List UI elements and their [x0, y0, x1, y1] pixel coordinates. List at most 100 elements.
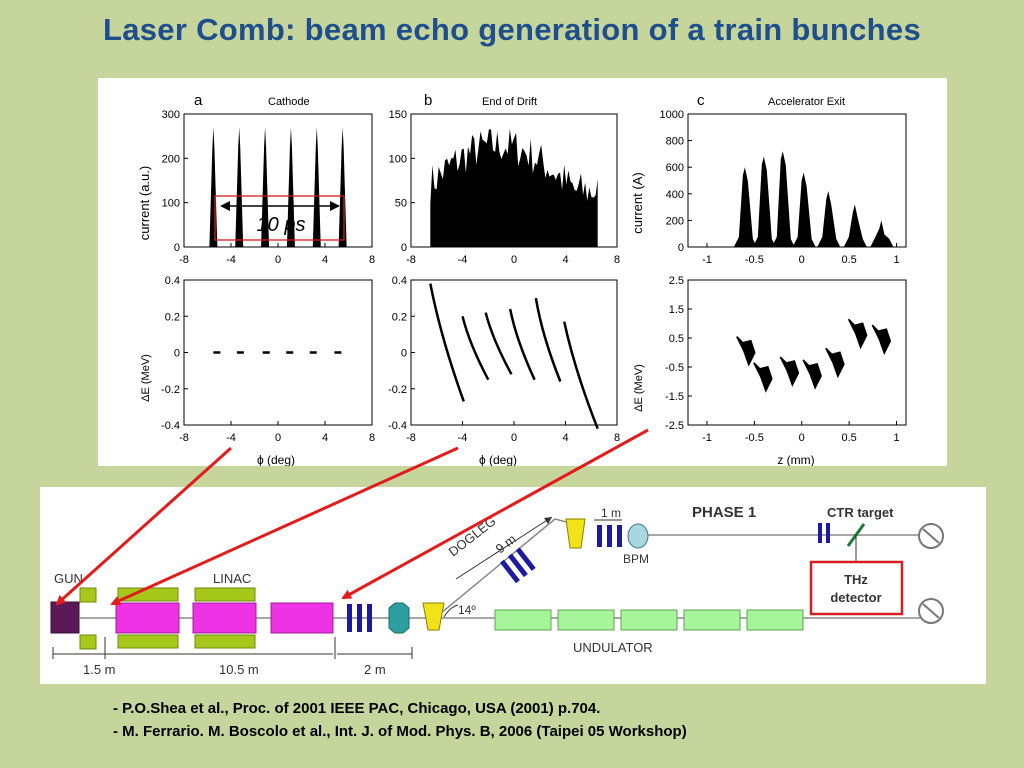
c-top-xtick-label: 1: [893, 254, 899, 266]
reference-1: - P.O.Shea et al., Proc. of 2001 IEEE PA…: [113, 700, 601, 717]
gun-solenoid-bottom: [79, 634, 97, 650]
a-top-ytick-label: 200: [162, 153, 180, 165]
c-bottom-xtick-label: -0.5: [745, 432, 764, 444]
beamline-schematic: GUN LINAC 14º DOGLEG 9 m 1 m BPM PHASE 1…: [40, 487, 986, 684]
a-top-ytick-label: 0: [174, 242, 180, 254]
panel-b-heading: End of Drift: [482, 96, 537, 108]
b-bottom-ytick-label: -0.2: [388, 384, 407, 396]
c-bottom-xtick-label: 0.5: [841, 432, 856, 444]
exit-phase-space-cluster-3: [802, 359, 822, 390]
c-bottom-xtick-label: 0: [799, 432, 805, 444]
c-bottom-ytick-label: 1.5: [669, 304, 684, 316]
a-bottom-xtick-label: 8: [369, 432, 375, 444]
c-top-ytick-label: 200: [666, 215, 684, 227]
a-bottom-ytick-label: -0.4: [161, 420, 180, 432]
b-bottom-xtick-label: 0: [511, 432, 517, 444]
b-bottom-xtick-label: 4: [562, 432, 568, 444]
exit-phase-space-cluster-1: [753, 362, 773, 393]
exit-current-peak-1: [752, 156, 776, 247]
b-top-xtick-label: -8: [406, 254, 416, 266]
exit-current-peak-5: [843, 204, 867, 247]
panel-a-letter: a: [194, 92, 203, 109]
a-bottom-xtick-label: 4: [322, 432, 328, 444]
dogleg-label: DOGLEG: [446, 513, 499, 559]
panel-a-heading: Cathode: [268, 96, 310, 108]
dimension-10-5m: 10.5 m: [219, 662, 259, 677]
c-top-xtick-label: -1: [702, 254, 712, 266]
c-top-ytick-label: 800: [666, 136, 684, 148]
cathode-peak-3: [286, 127, 295, 247]
simulation-plots-svg: a Cathode b End of Drift c Accelerator E…: [137, 92, 907, 467]
ctr-quad-1: [818, 523, 822, 543]
a-top-xtick-label: 0: [275, 254, 281, 266]
c-bottom-xtick-label: 1: [893, 432, 899, 444]
exit-phase-space-cluster-6: [871, 324, 892, 356]
cathode-peak-4: [312, 127, 321, 247]
b-top-xtick-label: 0: [511, 254, 517, 266]
exit-current-peak-6: [870, 220, 894, 247]
ten-ps-arrowhead-right: [330, 201, 340, 211]
bpm-label: BPM: [623, 552, 649, 566]
upper-quad-3: [617, 525, 622, 547]
linac-solenoid-1-top: [117, 587, 179, 602]
linac-solenoid-2-bottom: [194, 634, 256, 649]
linac-solenoid-2-top: [194, 587, 256, 602]
exit-phase-space-cluster-2: [779, 356, 800, 387]
gun-label: GUN: [54, 571, 83, 586]
b-top-ytick-label: 0: [401, 242, 407, 254]
upper-quad-2: [607, 525, 612, 547]
phase-label: PHASE 1: [692, 504, 756, 521]
c-bottom-ytick-label: -2.5: [665, 420, 684, 432]
b-bottom-frame: [410, 279, 618, 426]
exit-phase-space-cluster-0: [736, 336, 756, 367]
b-top-ytick-label: 100: [389, 153, 407, 165]
drift-phase-space-streak-1: [461, 315, 490, 381]
ten-ps-annotation-box: [214, 195, 345, 241]
ctr-target-label: CTR target: [827, 505, 894, 520]
cathode-peak-2: [261, 127, 270, 247]
beamline-svg: GUN LINAC 14º DOGLEG 9 m 1 m BPM PHASE 1…: [50, 504, 944, 677]
c-bottom-frame: [687, 279, 907, 426]
c-bottom-ytick-label: -0.5: [665, 362, 684, 374]
simulation-plots-figure: a Cathode b End of Drift c Accelerator E…: [98, 78, 947, 467]
b-bottom-ytick-label: 0.2: [392, 311, 407, 323]
references: - P.O.Shea et al., Proc. of 2001 IEEE PA…: [113, 697, 687, 743]
panel-c-bottom-ylabel: ΔE (MeV): [633, 364, 645, 412]
a-bottom-xtick-label: -4: [226, 432, 236, 444]
c-top-ytick-label: 0: [678, 242, 684, 254]
c-top-xtick-label: 0: [799, 254, 805, 266]
a-bottom-ytick-label: 0.2: [165, 311, 180, 323]
exit-current-peak-0: [733, 167, 757, 247]
thz-label-line2: detector: [830, 590, 881, 605]
angle-label: 14º: [458, 603, 476, 617]
drift-phase-space-streak-3: [508, 308, 536, 381]
undulator-label: UNDULATOR: [573, 640, 653, 655]
quad-2: [357, 604, 362, 632]
teal-diagnostic: [388, 602, 410, 634]
undulator-sections: [494, 609, 804, 631]
c-bottom-ytick-label: 2.5: [669, 275, 684, 287]
drift-phase-space-streak-5: [562, 321, 599, 430]
dimension-2m: 2 m: [364, 662, 386, 677]
c-top-xtick-label: 0.5: [841, 254, 856, 266]
a-top-ytick-label: 100: [162, 198, 180, 210]
panel-c-top-ylabel: current (A): [630, 172, 645, 233]
dimension-1-5m: 1.5 m: [83, 662, 116, 677]
linac-section-1: [115, 602, 180, 634]
a-top-ytick-label: 300: [162, 109, 180, 121]
dogleg-dipole-upper: [565, 518, 586, 549]
slide-title: Laser Comb: beam echo generation of a tr…: [102, 12, 921, 47]
dogleg-beam-pipe: [434, 518, 556, 619]
cathode-peak-5: [338, 127, 347, 247]
c-top-ytick-label: 400: [666, 189, 684, 201]
a-top-xtick-label: 8: [369, 254, 375, 266]
gun-block: [50, 601, 80, 634]
panel-c-heading: Accelerator Exit: [768, 96, 845, 108]
b-bottom-ytick-label: 0: [401, 348, 407, 360]
dogleg-dimension-line: [455, 516, 553, 580]
thz-label-line1: THz: [844, 572, 868, 587]
one-meter-label: 1 m: [601, 506, 621, 520]
beam-dump-lower: [918, 598, 944, 624]
reference-2: - M. Ferrario. M. Boscolo et al., Int. J…: [113, 723, 687, 740]
gun-solenoid-top: [79, 587, 97, 603]
